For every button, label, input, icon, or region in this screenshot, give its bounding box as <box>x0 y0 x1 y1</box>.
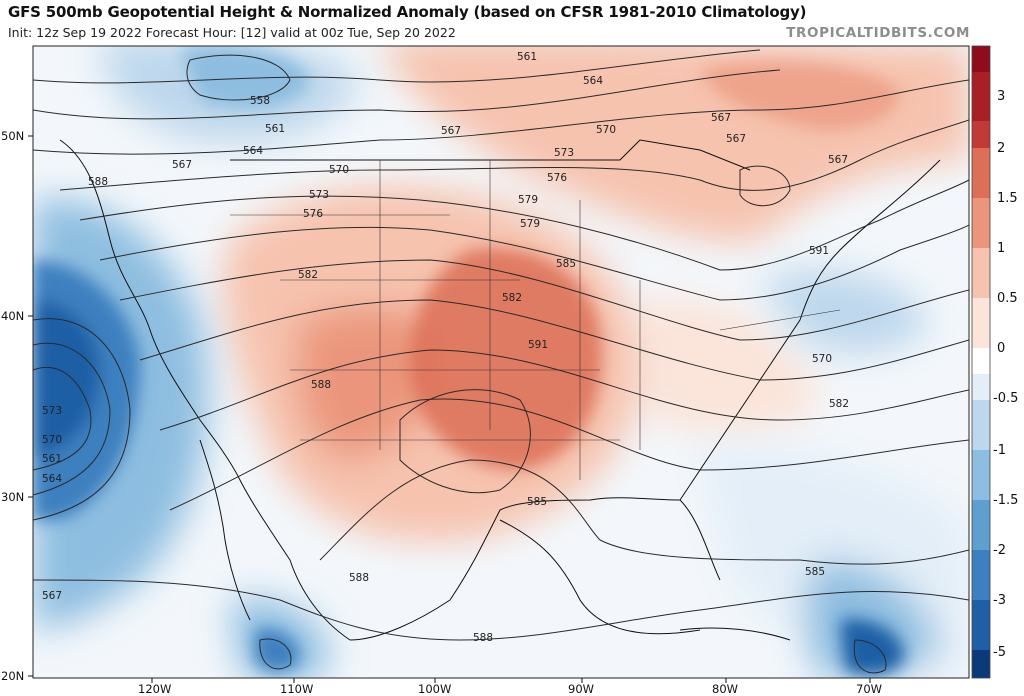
latitude-axis: 50N 40N 30N 20N <box>1 129 33 683</box>
contour-label: 591 <box>809 245 829 257</box>
contour-label: 582 <box>298 269 318 281</box>
contour-label: 567 <box>172 159 192 171</box>
contour-label: 570 <box>42 434 62 446</box>
lat-tick-label: 40N <box>1 309 24 323</box>
contour-label: 570 <box>596 124 616 136</box>
contour-label: 567 <box>726 133 746 145</box>
map-title: GFS 500mb Geopotential Height & Normaliz… <box>8 3 807 21</box>
lon-tick-label: 100W <box>418 682 451 696</box>
contour-label: 561 <box>265 123 285 135</box>
colorbar-label: 2 <box>997 141 1005 156</box>
colorbar-swatch <box>972 650 990 678</box>
colorbar-swatch <box>972 298 990 348</box>
colorbar-label: -1.5 <box>993 493 1018 508</box>
watermark: TROPICALTIDBITS.COM <box>786 25 970 41</box>
contour-label: 591 <box>528 339 548 351</box>
contour-label: 558 <box>250 95 270 107</box>
colorbar-swatch <box>972 500 990 550</box>
colorbar-swatch <box>972 550 990 600</box>
contour-label: 579 <box>518 194 538 206</box>
colorbar-swatch <box>972 600 990 650</box>
contour-label: 567 <box>441 125 461 137</box>
lon-tick-label: 90W <box>568 682 594 696</box>
state-borders <box>230 160 841 480</box>
contour-label: 588 <box>88 176 108 188</box>
colorbar-label: -3 <box>993 593 1006 608</box>
colorbar-label: -0.5 <box>993 391 1018 406</box>
contour-label: 573 <box>42 405 62 417</box>
contour-label: 573 <box>309 189 329 201</box>
colorbar-swatch <box>972 248 990 298</box>
colorbar-label: 1 <box>997 241 1005 256</box>
colorbar-swatch <box>972 400 990 450</box>
map-header: GFS 500mb Geopotential Height & Normaliz… <box>0 0 1024 46</box>
contour-label: 585 <box>805 566 825 578</box>
contour-label: 582 <box>829 398 849 410</box>
lat-tick-label: 20N <box>1 669 24 683</box>
colorbar-swatch <box>972 46 990 72</box>
colorbar-label: 1.5 <box>997 191 1018 206</box>
contour-label: 579 <box>520 218 540 230</box>
colorbar-label: 0.5 <box>997 291 1018 306</box>
contour-label: 576 <box>303 208 323 220</box>
map-subtitle: Init: 12z Sep 19 2022 Forecast Hour: [12… <box>8 25 456 40</box>
contour-label: 561 <box>517 51 537 63</box>
contour-label: 570 <box>329 164 349 176</box>
colorbar-swatch <box>972 348 990 374</box>
lon-tick-label: 110W <box>280 682 313 696</box>
lat-tick-label: 30N <box>1 490 24 504</box>
map-frame <box>32 45 970 679</box>
lon-tick-label: 80W <box>712 682 738 696</box>
contour-label: 564 <box>42 473 62 485</box>
colorbar-swatch <box>972 450 990 500</box>
colorbar-swatch <box>972 148 990 198</box>
contour-label: 588 <box>311 379 331 391</box>
contour-label: 564 <box>583 75 603 87</box>
height-contours <box>33 49 969 674</box>
colorbar-swatch <box>972 72 990 121</box>
lon-tick-label: 70W <box>856 682 882 696</box>
contour-label: 585 <box>556 258 576 270</box>
colorbar-label: -5 <box>993 645 1006 660</box>
lon-tick-label: 120W <box>138 682 171 696</box>
colorbar-label: 3 <box>997 89 1005 104</box>
colorbar-swatch <box>972 121 990 148</box>
contour-label: 567 <box>711 112 731 124</box>
contour-label: 573 <box>554 147 574 159</box>
contour-label: 588 <box>473 632 493 644</box>
contour-label: 570 <box>812 353 832 365</box>
contour-label: 561 <box>42 453 62 465</box>
contour-label: 564 <box>243 145 263 157</box>
contour-label: 585 <box>527 496 547 508</box>
colorbar-label: 0 <box>997 341 1005 356</box>
lat-tick-label: 50N <box>1 129 24 143</box>
contour-label: 576 <box>547 172 567 184</box>
contour-label: 567 <box>828 154 848 166</box>
colorbar-swatch <box>972 198 990 248</box>
contour-label: 588 <box>349 572 369 584</box>
contour-labels: 561 564 558 561 564 567 567 570 573 576 … <box>42 51 849 644</box>
contour-label: 582 <box>502 292 522 304</box>
colorbar-swatch <box>972 374 990 400</box>
anomaly-shading <box>33 46 969 678</box>
colorbar: 3 2 1.5 1 0.5 0 -0.5 -1 -1.5 -2 -3 -5 <box>971 45 1018 679</box>
longitude-axis: 120W 110W 100W 90W 80W 70W <box>138 678 882 696</box>
contour-label: 567 <box>42 590 62 602</box>
colorbar-label: -1 <box>993 443 1006 458</box>
colorbar-label: -2 <box>993 543 1006 558</box>
